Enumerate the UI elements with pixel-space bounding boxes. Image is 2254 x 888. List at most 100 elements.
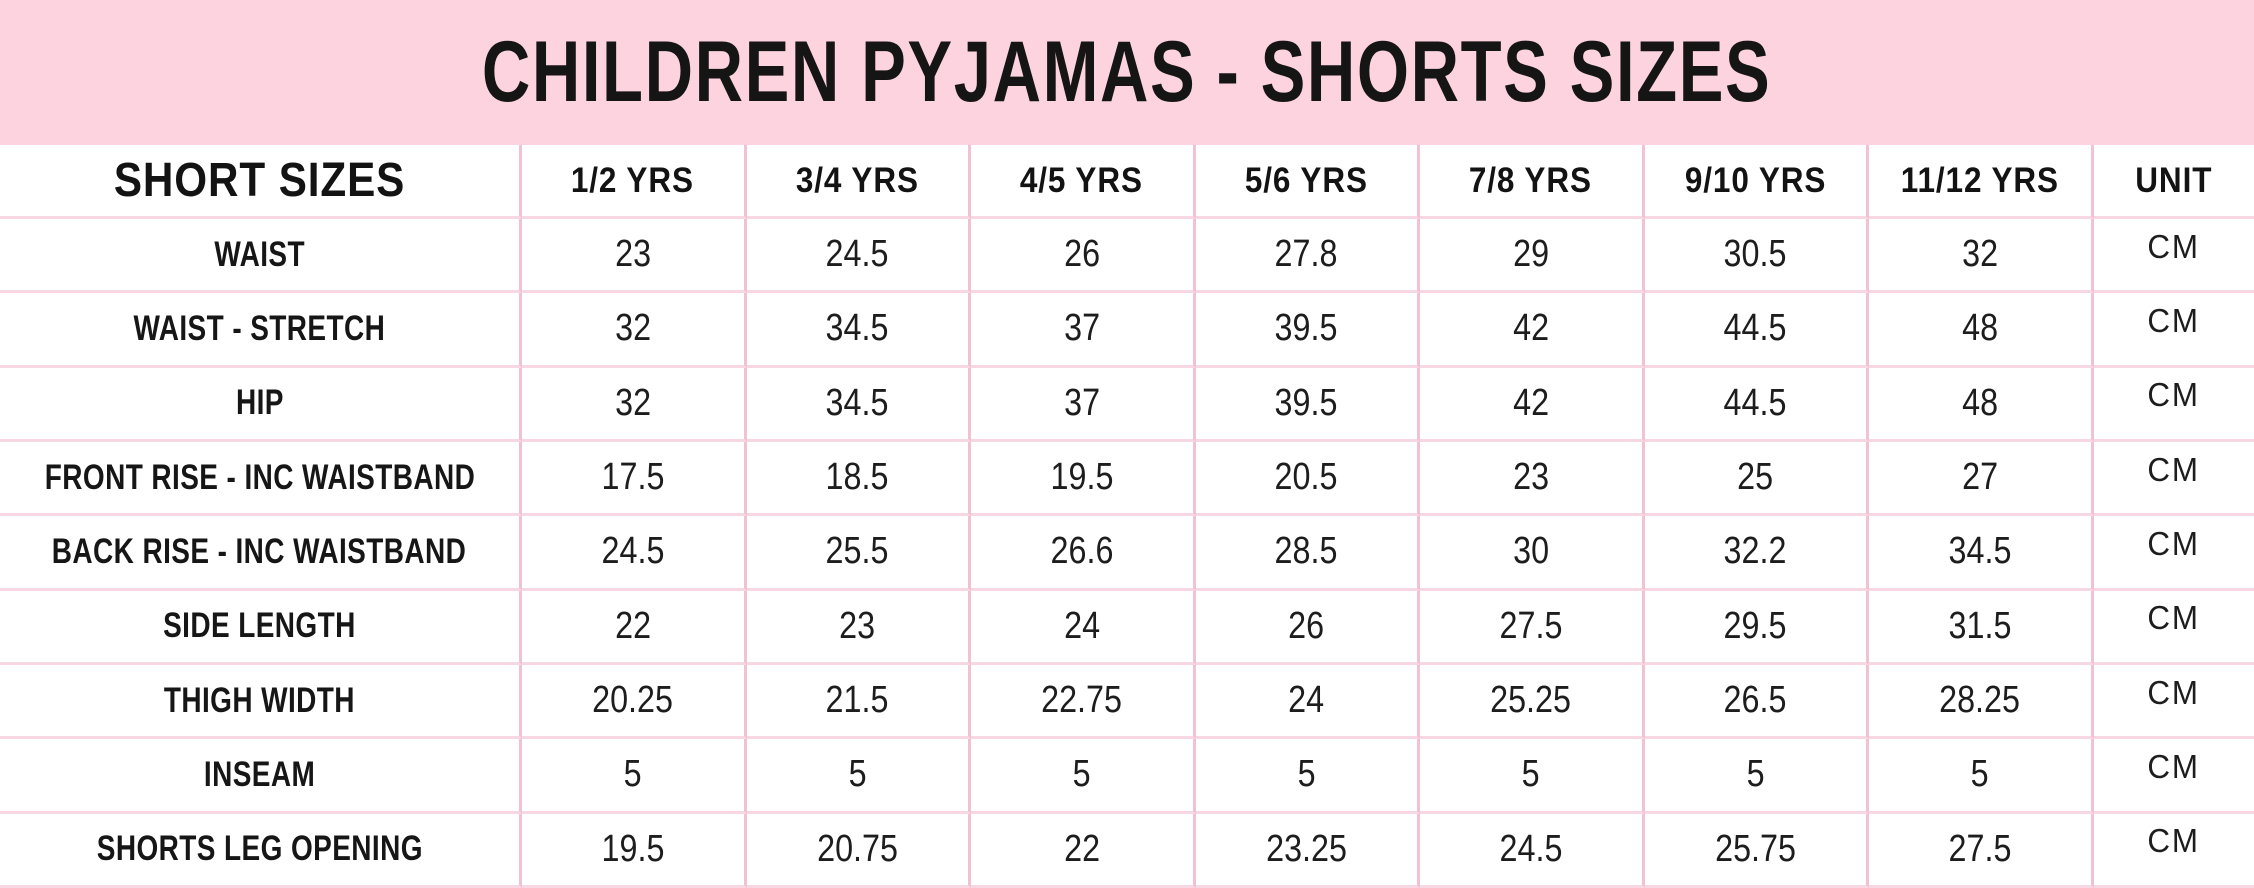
- unit-text: CM: [2147, 524, 2201, 562]
- row-label-shorts-leg-opening: SHORTS LEG OPENING: [0, 813, 522, 888]
- table-cell: 42: [1420, 367, 1645, 442]
- cell-value: 30.5: [1723, 233, 1787, 276]
- table-cell: 26.6: [971, 516, 1196, 591]
- table-cell: 28.5: [1195, 516, 1420, 591]
- header-text: UNIT: [2135, 160, 2213, 200]
- cell-value: 27.5: [1499, 604, 1563, 647]
- table-cell: 30.5: [1644, 219, 1869, 294]
- unit-cell: CM: [2093, 590, 2254, 665]
- cell-value: 39.5: [1274, 307, 1338, 350]
- table-cell: 20.5: [1195, 442, 1420, 517]
- unit-text: CM: [2147, 822, 2201, 860]
- cell-value: 22.75: [1041, 679, 1123, 722]
- row-label-back-rise: BACK RISE - INC WAISTBAND: [0, 516, 522, 591]
- table-cell: 42: [1420, 293, 1645, 368]
- row-label-hip: HIP: [0, 367, 522, 442]
- table-cell: 32.2: [1644, 516, 1869, 591]
- table-cell: 19.5: [522, 813, 747, 888]
- table-cell: 23: [746, 590, 971, 665]
- cell-value: 29: [1512, 233, 1549, 276]
- cell-value: 34.5: [1948, 530, 2012, 573]
- cell-value: 24: [1063, 604, 1100, 647]
- row-label-inseam: INSEAM: [0, 739, 522, 814]
- unit-cell: CM: [2093, 739, 2254, 814]
- header-text: 7/8 YRS: [1469, 160, 1593, 200]
- table-cell: 5: [746, 739, 971, 814]
- cell-value: 30: [1512, 530, 1549, 573]
- table-cell: 34.5: [1869, 516, 2094, 591]
- table-cell: 32: [1869, 219, 2094, 294]
- header-4-5-yrs: 4/5 YRS: [971, 145, 1196, 219]
- unit-text: CM: [2147, 301, 2201, 339]
- header-text: 11/12 YRS: [1900, 160, 2059, 200]
- table-cell: 27: [1869, 442, 2094, 517]
- table-cell: 22: [522, 590, 747, 665]
- header-11-12-yrs: 11/12 YRS: [1869, 145, 2094, 219]
- cell-value: 20.5: [1274, 456, 1338, 499]
- unit-text: CM: [2147, 376, 2201, 414]
- table-cell: 24.5: [746, 219, 971, 294]
- row-label-thigh-width: THIGH WIDTH: [0, 665, 522, 740]
- table-cell: 19.5: [971, 442, 1196, 517]
- table-cell: 26: [971, 219, 1196, 294]
- unit-cell: CM: [2093, 219, 2254, 294]
- row-label-text: SIDE LENGTH: [163, 606, 356, 646]
- cell-value: 23: [839, 604, 876, 647]
- table-cell: 37: [971, 367, 1196, 442]
- title-banner: CHILDREN PYJAMAS - SHORTS SIZES: [0, 0, 2254, 145]
- cell-value: 26: [1063, 233, 1100, 276]
- table-cell: 37: [971, 293, 1196, 368]
- cell-value: 23.25: [1265, 827, 1347, 870]
- table-cell: 25.75: [1644, 813, 1869, 888]
- row-label-text: BACK RISE - INC WAISTBAND: [52, 531, 467, 571]
- cell-value: 27: [1961, 456, 1998, 499]
- cell-value: 26.5: [1723, 679, 1787, 722]
- cell-value: 48: [1961, 381, 1998, 424]
- unit-cell: CM: [2093, 665, 2254, 740]
- table-cell: 29.5: [1644, 590, 1869, 665]
- table-cell: 25.25: [1420, 665, 1645, 740]
- cell-value: 37: [1063, 381, 1100, 424]
- cell-value: 27.5: [1948, 827, 2012, 870]
- cell-value: 5: [1072, 753, 1091, 796]
- header-unit: UNIT: [2093, 145, 2254, 219]
- table-cell: 5: [1420, 739, 1645, 814]
- table-cell: 24: [971, 590, 1196, 665]
- cell-value: 19.5: [601, 827, 665, 870]
- cell-value: 27.8: [1274, 233, 1338, 276]
- table-cell: 32: [522, 367, 747, 442]
- cell-value: 32: [1961, 233, 1998, 276]
- header-7-8-yrs: 7/8 YRS: [1420, 145, 1645, 219]
- cell-value: 5: [1746, 753, 1765, 796]
- page-title: CHILDREN PYJAMAS - SHORTS SIZES: [482, 24, 1772, 120]
- table-cell: 22: [971, 813, 1196, 888]
- table-cell: 23: [1420, 442, 1645, 517]
- row-label-text: HIP: [235, 383, 284, 423]
- cell-value: 25.25: [1490, 679, 1572, 722]
- cell-value: 24: [1288, 679, 1325, 722]
- header-3-4-yrs: 3/4 YRS: [746, 145, 971, 219]
- cell-value: 32.2: [1723, 530, 1787, 573]
- unit-text: CM: [2147, 747, 2201, 785]
- table-cell: 44.5: [1644, 367, 1869, 442]
- cell-value: 24.5: [825, 233, 889, 276]
- table-cell: 27.5: [1420, 590, 1645, 665]
- unit-cell: CM: [2093, 442, 2254, 517]
- header-5-6-yrs: 5/6 YRS: [1195, 145, 1420, 219]
- table-cell: 24: [1195, 665, 1420, 740]
- cell-value: 42: [1512, 307, 1549, 350]
- table-cell: 31.5: [1869, 590, 2094, 665]
- table-cell: 26: [1195, 590, 1420, 665]
- cell-value: 5: [1521, 753, 1540, 796]
- cell-value: 24.5: [1499, 827, 1563, 870]
- header-text: 4/5 YRS: [1020, 160, 1144, 200]
- row-label-text: INSEAM: [203, 754, 316, 794]
- unit-cell: CM: [2093, 293, 2254, 368]
- cell-value: 34.5: [825, 381, 889, 424]
- table-cell: 48: [1869, 293, 2094, 368]
- table-cell: 26.5: [1644, 665, 1869, 740]
- cell-value: 5: [623, 753, 642, 796]
- table-cell: 27.5: [1869, 813, 2094, 888]
- row-label-text: THIGH WIDTH: [163, 680, 356, 720]
- table-cell: 39.5: [1195, 367, 1420, 442]
